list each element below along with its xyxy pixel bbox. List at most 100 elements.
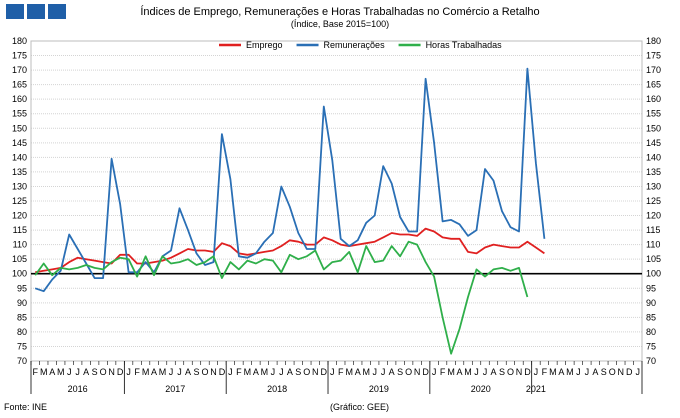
- y-tick-label-right: 90: [646, 298, 656, 308]
- x-tick-label: O: [201, 367, 208, 377]
- y-tick-label-left: 110: [13, 240, 27, 250]
- legend-label-horas: Horas Trabalhadas: [426, 40, 503, 50]
- y-tick-label-right: 115: [646, 225, 660, 235]
- x-tick-label: J: [381, 367, 386, 377]
- x-tick-label: J: [474, 367, 479, 377]
- x-tick-label: S: [397, 367, 403, 377]
- x-tick-label: M: [142, 367, 150, 377]
- y-tick-label-right: 125: [646, 196, 661, 206]
- y-tick-label-left: 175: [12, 51, 27, 61]
- x-tick-label: A: [558, 367, 564, 377]
- legend-label-emprego: Emprego: [246, 40, 283, 50]
- y-tick-label-right: 95: [646, 283, 656, 293]
- x-tick-label: M: [345, 367, 353, 377]
- x-tick-label: O: [303, 367, 310, 377]
- y-tick-label-left: 85: [17, 312, 27, 322]
- x-tick-label: M: [261, 367, 269, 377]
- x-tick-label: O: [609, 367, 616, 377]
- x-tick-label: M: [244, 367, 252, 377]
- x-tick-label: S: [499, 367, 505, 377]
- y-tick-label-right: 100: [646, 269, 661, 279]
- y-tick-label-left: 95: [17, 283, 27, 293]
- x-tick-label: M: [57, 367, 65, 377]
- year-label: 2021: [526, 384, 546, 394]
- x-tick-label: D: [422, 367, 429, 377]
- x-tick-label: J: [169, 367, 174, 377]
- series-layer: [31, 67, 642, 355]
- y-tick-label-left: 125: [12, 196, 27, 206]
- x-tick-label: N: [312, 367, 319, 377]
- y-tick-label-left: 135: [12, 167, 27, 177]
- x-tick-label: J: [372, 367, 377, 377]
- x-tick-label: A: [83, 367, 89, 377]
- chart-subtitle: (Índice, Base 2015=100): [290, 19, 390, 29]
- x-tick-label: N: [516, 367, 523, 377]
- x-tick-label: D: [117, 367, 124, 377]
- x-tick-label: S: [295, 367, 301, 377]
- x-tick-label: J: [228, 367, 233, 377]
- y-tick-label-right: 165: [646, 80, 661, 90]
- series-line-horas: [34, 240, 529, 355]
- x-tick-label: F: [32, 367, 38, 377]
- legend: Emprego Remunerações Horas Trabalhadas: [219, 40, 502, 50]
- y-tick-label-left: 155: [12, 109, 27, 119]
- chart-credit: (Gráfico: GEE): [330, 402, 390, 412]
- y-tick-label-left: 70: [17, 356, 27, 366]
- y-tick-label-right: 110: [646, 240, 660, 250]
- x-tick-label: M: [362, 367, 370, 377]
- x-tick-label: F: [338, 367, 344, 377]
- y-tick-label-right: 140: [646, 152, 661, 162]
- x-tick-label: J: [585, 367, 590, 377]
- x-tick-label: J: [576, 367, 581, 377]
- y-tick-label-right: 150: [646, 123, 661, 133]
- ine-logo: [6, 4, 66, 19]
- logo-block: [6, 4, 24, 19]
- y-tick-label-right: 145: [646, 138, 661, 148]
- x-tick-label: A: [287, 367, 293, 377]
- y-tick-label-right: 130: [646, 181, 661, 191]
- y-tick-label-left: 90: [17, 298, 27, 308]
- y-tick-label-left: 160: [12, 94, 27, 104]
- x-tick-label: M: [159, 367, 167, 377]
- x-tick-label: S: [601, 367, 607, 377]
- logo-block: [27, 4, 45, 19]
- y-tick-label-left: 130: [12, 181, 27, 191]
- x-tick-label: M: [549, 367, 557, 377]
- x-tick-label: A: [253, 367, 259, 377]
- x-tick-label: J: [432, 367, 437, 377]
- x-tick-label: J: [534, 367, 539, 377]
- y-tick-label-right: 105: [646, 254, 661, 264]
- y-tick-label-left: 140: [12, 152, 27, 162]
- x-tick-label: O: [405, 367, 412, 377]
- y-tick-label-right: 135: [646, 167, 661, 177]
- x-tick-label: M: [40, 367, 48, 377]
- x-tick-label: F: [440, 367, 446, 377]
- chart-title: Índices de Emprego, Remunerações e Horas…: [140, 6, 540, 18]
- y-tick-label-right: 155: [646, 109, 661, 119]
- year-label: 2016: [68, 384, 88, 394]
- y-tick-label-left: 150: [12, 123, 27, 133]
- x-tick-label: A: [457, 367, 463, 377]
- y-tick-label-left: 115: [13, 225, 27, 235]
- x-tick-label: J: [271, 367, 276, 377]
- x-tick-label: A: [151, 367, 157, 377]
- y-tick-label-right: 180: [646, 36, 661, 46]
- y-tick-label-right: 80: [646, 327, 656, 337]
- source-note: Fonte: INE: [4, 402, 48, 412]
- x-tick-label: A: [355, 367, 361, 377]
- y-tick-label-right: 120: [646, 211, 661, 221]
- x-tick-label: N: [108, 367, 115, 377]
- y-tick-label-left: 80: [17, 327, 27, 337]
- x-tick-label: N: [618, 367, 625, 377]
- x-tick-label: F: [134, 367, 140, 377]
- x-tick-label: A: [185, 367, 191, 377]
- y-tick-label-left: 145: [12, 138, 27, 148]
- x-tick-label: O: [507, 367, 514, 377]
- series-line-emprego: [35, 227, 545, 274]
- x-tick-label: M: [566, 367, 574, 377]
- series-line-remuneracoes: [34, 67, 546, 293]
- x-tick-label: D: [321, 367, 328, 377]
- x-tick-label: M: [464, 367, 472, 377]
- x-tick-label: S: [92, 367, 98, 377]
- x-tick-label: J: [126, 367, 131, 377]
